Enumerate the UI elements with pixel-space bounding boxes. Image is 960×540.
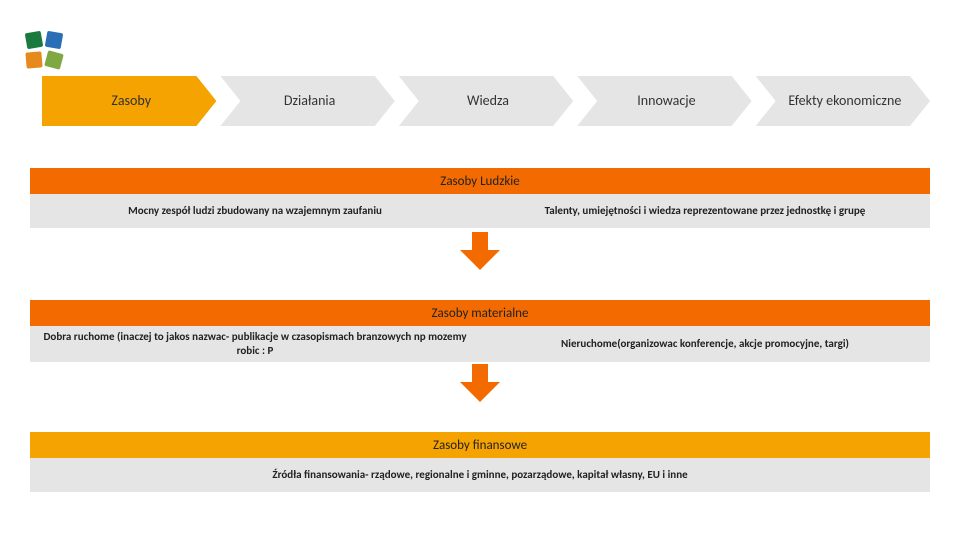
section-header: Zasoby materialne [30,300,930,326]
section-body: Źródła finansowania- rządowe, regionalne… [30,458,930,492]
chevron-zasoby: Zasoby [42,76,216,126]
logo-square-0 [25,31,44,50]
section-cell-right: Nieruchome(organizowac konferencje, akcj… [480,326,930,362]
section-header: Zasoby finansowe [30,432,930,458]
logo-square-3 [44,50,64,70]
section-header: Zasoby Ludzkie [30,168,930,194]
chevron-innowacje: Innowacje [577,76,751,126]
chevron-label: Wiedza [467,93,509,108]
section-cell-left: Dobra ruchome (inaczej to jakos nazwac- … [30,326,480,362]
section-cell: Źródła finansowania- rządowe, regionalne… [30,458,930,492]
logo-square-1 [45,31,64,50]
section-cell-left: Mocny zespół ludzi zbudowany na wzajemny… [30,194,480,228]
chevron-label: Zasoby [111,93,151,108]
section-body: Dobra ruchome (inaczej to jakos nazwac- … [30,326,930,362]
chevron-dzialania: Działania [220,76,394,126]
logo-square-2 [25,51,42,68]
section-zasoby-materialne: Zasoby materialne Dobra ruchome (inaczej… [30,300,930,362]
section-zasoby-finansowe: Zasoby finansowe Źródła finansowania- rz… [30,432,930,492]
chevron-label: Innowacje [637,93,695,108]
logo [20,26,68,74]
chevron-label: Efekty ekonomiczne [788,93,901,108]
chevron-wiedza: Wiedza [399,76,573,126]
down-arrow-icon [460,232,500,270]
chevron-label: Działania [284,93,336,108]
process-chevron-row: Zasoby Działania Wiedza Innowacje Efekty… [42,76,930,126]
section-cell-right: Talenty, umiejętności i wiedza reprezent… [480,194,930,228]
down-arrow-icon [460,364,500,402]
section-body: Mocny zespół ludzi zbudowany na wzajemny… [30,194,930,228]
chevron-efekty: Efekty ekonomiczne [756,76,930,126]
section-zasoby-ludzkie: Zasoby Ludzkie Mocny zespół ludzi zbudow… [30,168,930,228]
